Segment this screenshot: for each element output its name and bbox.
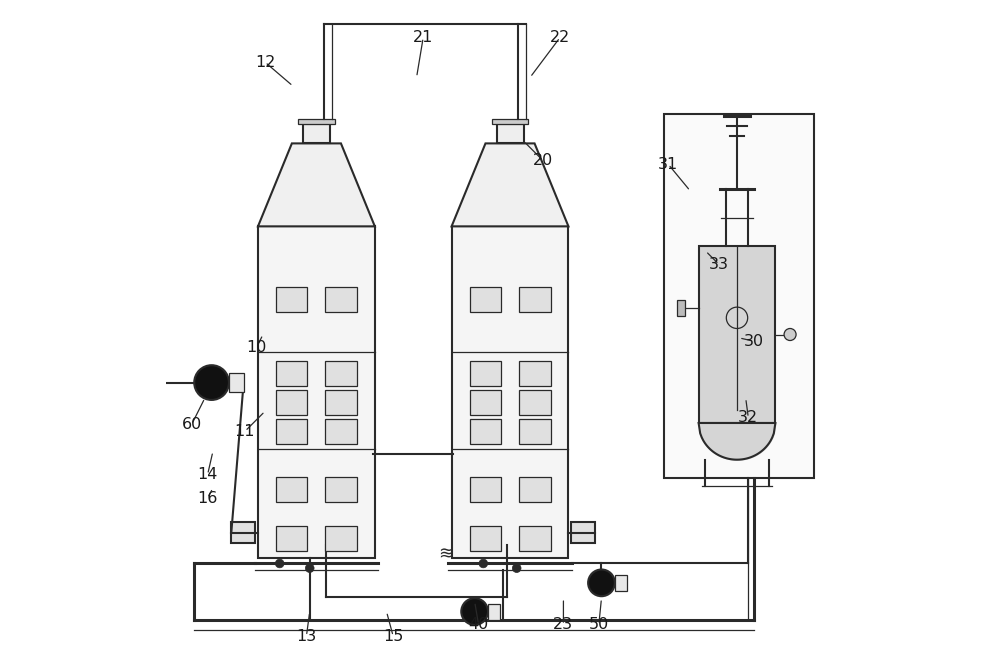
Bar bbox=[615, 575, 627, 591]
Circle shape bbox=[275, 559, 284, 568]
Bar bbox=[470, 361, 501, 386]
Bar bbox=[519, 419, 551, 444]
Text: 23: 23 bbox=[553, 617, 573, 632]
Text: 33: 33 bbox=[709, 257, 729, 272]
Text: 31: 31 bbox=[658, 157, 678, 172]
Polygon shape bbox=[258, 143, 375, 226]
Text: 10: 10 bbox=[246, 341, 267, 355]
Bar bbox=[470, 477, 501, 502]
Circle shape bbox=[461, 598, 488, 625]
Text: 11: 11 bbox=[235, 423, 255, 439]
Bar bbox=[519, 287, 551, 312]
Text: 60: 60 bbox=[181, 417, 202, 432]
Bar bbox=[488, 603, 500, 619]
Bar bbox=[699, 246, 775, 423]
Bar bbox=[325, 477, 357, 502]
Bar bbox=[452, 226, 568, 558]
Bar bbox=[497, 124, 524, 143]
Bar bbox=[325, 361, 357, 386]
Circle shape bbox=[194, 365, 229, 400]
Bar bbox=[298, 119, 335, 124]
Bar bbox=[519, 477, 551, 502]
Text: 14: 14 bbox=[197, 467, 218, 482]
Circle shape bbox=[305, 564, 314, 573]
Text: 16: 16 bbox=[197, 490, 218, 506]
Bar bbox=[470, 419, 501, 444]
Text: 22: 22 bbox=[550, 30, 570, 45]
Text: 21: 21 bbox=[413, 30, 433, 45]
Bar bbox=[258, 226, 375, 558]
Text: 30: 30 bbox=[744, 334, 764, 349]
Text: 20: 20 bbox=[533, 153, 554, 169]
Bar bbox=[276, 287, 307, 312]
Bar bbox=[276, 419, 307, 444]
Bar bbox=[571, 522, 595, 543]
Bar bbox=[470, 287, 501, 312]
Text: 40: 40 bbox=[469, 617, 489, 632]
Bar bbox=[325, 390, 357, 415]
Text: 12: 12 bbox=[255, 55, 275, 70]
Bar bbox=[470, 526, 501, 551]
Circle shape bbox=[479, 559, 488, 568]
Bar bbox=[276, 526, 307, 551]
Polygon shape bbox=[452, 143, 568, 226]
Bar bbox=[325, 526, 357, 551]
Bar bbox=[492, 119, 528, 124]
Bar bbox=[519, 390, 551, 415]
Bar bbox=[325, 287, 357, 312]
Text: ≋: ≋ bbox=[438, 546, 453, 564]
Circle shape bbox=[784, 328, 796, 341]
Bar bbox=[231, 522, 255, 543]
Bar bbox=[276, 477, 307, 502]
Text: 32: 32 bbox=[738, 411, 758, 425]
Bar bbox=[276, 390, 307, 415]
Bar bbox=[276, 361, 307, 386]
Text: 13: 13 bbox=[296, 629, 317, 644]
Bar bbox=[519, 361, 551, 386]
Bar bbox=[303, 124, 330, 143]
Text: 50: 50 bbox=[589, 617, 609, 632]
Bar bbox=[470, 390, 501, 415]
Circle shape bbox=[512, 564, 521, 573]
Text: 15: 15 bbox=[383, 629, 403, 644]
Bar bbox=[664, 114, 814, 478]
Bar bbox=[677, 300, 685, 316]
Bar bbox=[325, 419, 357, 444]
Circle shape bbox=[588, 569, 615, 596]
Bar bbox=[519, 526, 551, 551]
Bar bbox=[229, 373, 244, 392]
